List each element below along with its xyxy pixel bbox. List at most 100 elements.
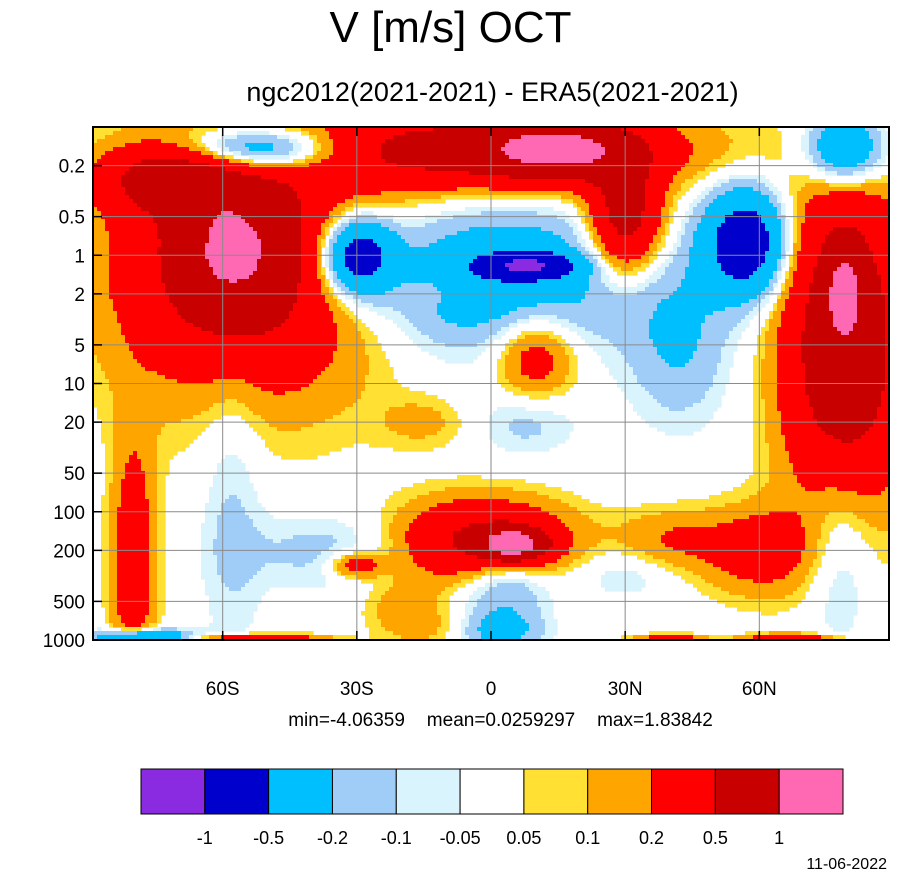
contour-cell [857,211,862,216]
contour-cell [101,171,106,176]
contour-cell [405,175,410,180]
contour-cell [381,187,386,192]
contour-cell [849,167,854,172]
contour-cell [849,183,854,188]
contour-cell [761,139,766,144]
contour-cell [429,231,434,236]
contour-cell [845,223,850,228]
contour-cell [821,151,826,156]
contour-cell [229,187,234,192]
contour-cell [321,227,326,232]
contour-cell [581,199,586,204]
contour-cell [225,171,230,176]
contour-cell [813,155,818,160]
contour-cell [813,203,818,208]
contour-cell [861,151,866,156]
contour-cell [573,199,578,204]
contour-cell [293,167,298,172]
contour-cell [697,207,702,212]
contour-cell [121,211,126,216]
contour-cell [201,227,206,232]
contour-cell [413,155,418,160]
contour-cell [441,155,446,160]
contour-cell [769,139,774,144]
contour-cell [153,235,158,240]
contour-cell [813,227,818,232]
contour-cell [525,155,530,160]
contour-cell [857,223,862,228]
contour-cell [737,219,742,224]
contour-cell [525,135,530,140]
contour-cell [713,151,718,156]
contour-cell [813,219,818,224]
contour-cell [641,167,646,172]
contour-cell [401,187,406,192]
contour-cell [649,151,654,156]
contour-cell [205,159,210,164]
contour-cell [613,199,618,204]
contour-cell [189,159,194,164]
contour-cell [381,159,386,164]
contour-cell [169,187,174,192]
contour-cell [393,143,398,148]
contour-cell [753,151,758,156]
contour-cell [821,207,826,212]
contour-cell [253,235,258,240]
contour-cell [689,203,694,208]
contour-cell [417,147,422,152]
contour-cell [529,139,534,144]
contour-cell [129,183,134,188]
contour-cell [593,227,598,232]
contour-cell [741,215,746,220]
contour-cell [509,195,514,200]
contour-cell [773,155,778,160]
contour-cell [281,231,286,236]
contour-cell [733,219,738,224]
contour-cell [801,199,806,204]
contour-cell [369,215,374,220]
contour-cell [713,183,718,188]
contour-cell [113,215,118,220]
contour-cell [629,231,634,236]
contour-cell [805,199,810,204]
contour-cell [533,155,538,160]
contour-cell [525,179,530,184]
contour-cell [517,143,522,148]
contour-cell [565,135,570,140]
contour-cell [609,199,614,204]
contour-cell [637,159,642,164]
contour-cell [805,215,810,220]
contour-cell [341,143,346,148]
contour-cell [805,203,810,208]
contour-cell [793,215,798,220]
contour-cell [633,143,638,148]
contour-cell [269,199,274,204]
contour-cell [769,223,774,228]
contour-cell [165,199,170,204]
contour-cell [133,139,138,144]
contour-cell [497,155,502,160]
contour-cell [321,203,326,208]
contour-cell [333,187,338,192]
contour-cell [513,143,518,148]
contour-cell [541,231,546,236]
contour-cell [97,155,102,160]
contour-cell [313,235,318,240]
contour-cell [261,219,266,224]
contour-cell [777,203,782,208]
contour-cell [433,183,438,188]
contour-cell [481,175,486,180]
contour-cell [293,139,298,144]
contour-cell [321,235,326,240]
contour-cell [841,147,846,152]
contour-cell [209,187,214,192]
contour-cell [513,139,518,144]
contour-cell [445,183,450,188]
contour-cell [229,223,234,228]
contour-cell [585,191,590,196]
contour-cell [661,179,666,184]
contour-cell [641,211,646,216]
contour-cell [541,183,546,188]
contour-cell [693,167,698,172]
contour-cell [585,151,590,156]
